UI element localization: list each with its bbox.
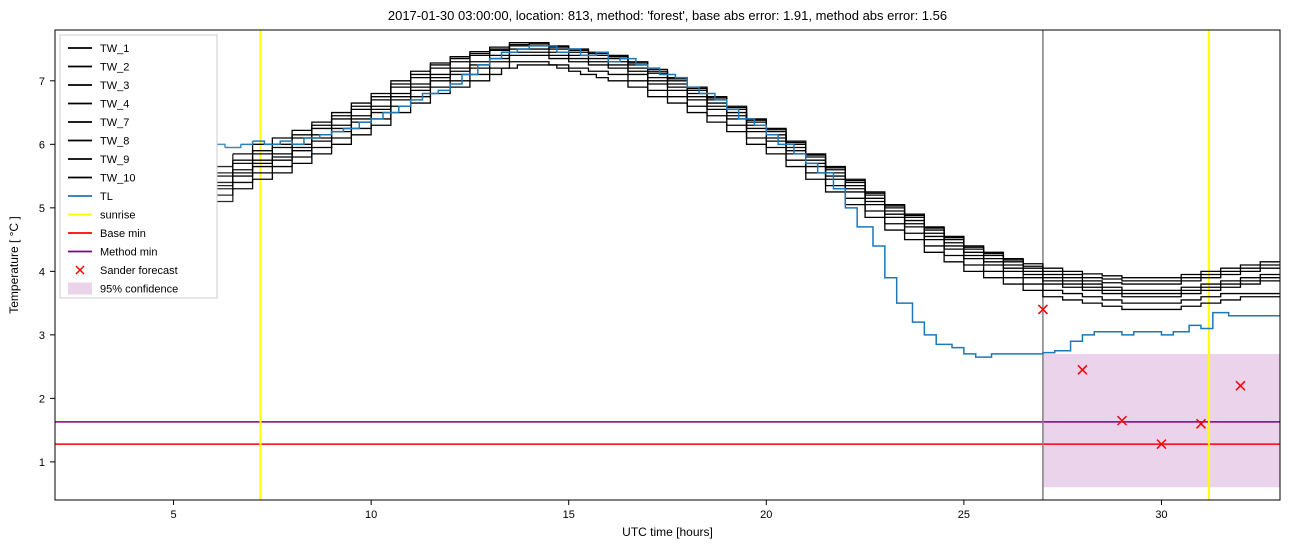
- ytick-label: 3: [39, 330, 45, 342]
- xtick-label: 30: [1155, 509, 1167, 521]
- legend-label-0: TW_1: [100, 43, 129, 55]
- legend-label-7: TW_10: [100, 173, 135, 185]
- ytick-label: 6: [39, 139, 45, 151]
- chart-title: 2017-01-30 03:00:00, location: 813, meth…: [388, 8, 947, 23]
- ytick-label: 5: [39, 203, 45, 215]
- legend-label-8: TL: [100, 191, 113, 203]
- ytick-label: 2: [39, 393, 45, 405]
- legend-label-5: TW_8: [100, 136, 129, 148]
- xtick-label: 15: [563, 509, 575, 521]
- legend-label-1: TW_2: [100, 62, 129, 74]
- legend-label-13: 95% confidence: [100, 284, 178, 296]
- legend-label-6: TW_9: [100, 154, 129, 166]
- ytick-label: 4: [39, 266, 45, 278]
- legend-label-11: Method min: [100, 247, 157, 259]
- x-axis-label: UTC time [hours]: [622, 525, 713, 539]
- legend-label-12: Sander forecast: [100, 265, 178, 277]
- legend-label-9: sunrise: [100, 210, 135, 222]
- legend-label-10: Base min: [100, 228, 146, 240]
- legend-box: [60, 35, 217, 298]
- ytick-label: 1: [39, 457, 45, 469]
- legend-label-3: TW_4: [100, 99, 129, 111]
- xtick-label: 25: [958, 509, 970, 521]
- y-axis-label: Temperature [ °C ]: [7, 216, 21, 314]
- ytick-label: 7: [39, 76, 45, 88]
- chart-svg: 5 10 15 20 25 30 1 2 3 4 5 6 7 UTC time [hours] Temper…: [0, 0, 1302, 547]
- xtick-label: 5: [170, 509, 176, 521]
- xtick-label: 20: [760, 509, 772, 521]
- xtick-label: 10: [365, 509, 377, 521]
- legend-label-4: TW_7: [100, 117, 129, 129]
- chart-container: 5 10 15 20 25 30 1 2 3 4 5 6 7 UTC time [hours] Temper…: [0, 0, 1302, 547]
- legend-label-2: TW_3: [100, 80, 129, 92]
